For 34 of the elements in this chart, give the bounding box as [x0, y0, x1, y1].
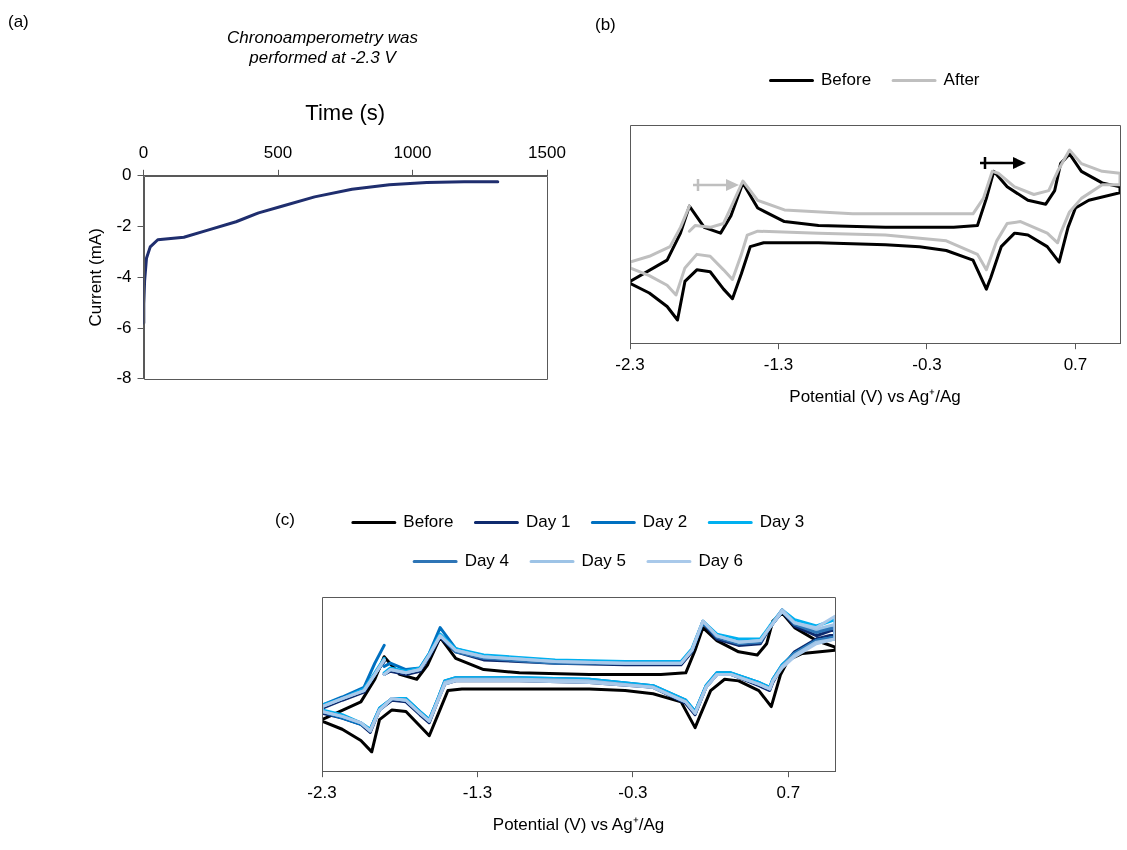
y-tick-label: -4 — [116, 266, 132, 286]
legend-label: Day 5 — [581, 551, 626, 571]
y-tick-label: -2 — [116, 216, 132, 236]
y-tick-label: -8 — [116, 368, 132, 388]
x-tick-label: -1.3 — [763, 355, 794, 375]
legend-label: Day 1 — [525, 512, 571, 532]
x-tick-label: 0 — [138, 143, 149, 163]
x-axis-title: Time (s) — [305, 100, 386, 126]
y-axis-title: Current (mA) — [85, 228, 105, 327]
legend-label: Day 3 — [759, 512, 805, 532]
y-tick-label: 0 — [122, 165, 132, 185]
legend-label: Day 4 — [464, 551, 510, 571]
x-tick-label: -1.3 — [462, 783, 493, 803]
x-tick-label: -2.3 — [307, 783, 337, 803]
x-tick-label: -2.3 — [615, 355, 645, 375]
x-tick-label: 500 — [263, 143, 293, 163]
x-tick-label: -0.3 — [618, 783, 648, 803]
legend-label: Before — [821, 70, 872, 90]
x-tick-label: -0.3 — [912, 355, 942, 375]
x-tick-label: 1500 — [528, 143, 566, 163]
x-tick-label: 1000 — [393, 143, 432, 163]
text: Chronoamperometry was performed at -2.3 V — [226, 28, 419, 68]
x-tick-label: 0.7 — [1063, 355, 1088, 375]
x-axis-title: Potential (V) vs Ag⁺/Ag — [492, 815, 665, 835]
y-tick-label: -6 — [116, 317, 132, 337]
x-axis-title: Potential (V) vs Ag⁺/Ag — [789, 387, 961, 407]
legend-label: Day 6 — [698, 551, 743, 571]
legend-label: Before — [403, 512, 454, 532]
x-tick-label: 0.7 — [776, 783, 801, 803]
chart-title: (c) — [275, 510, 295, 530]
legend-label: After — [943, 70, 980, 90]
legend-label: Day 2 — [642, 512, 688, 532]
chart-title: (a) — [8, 12, 29, 32]
chart-title: (b) — [595, 15, 616, 35]
